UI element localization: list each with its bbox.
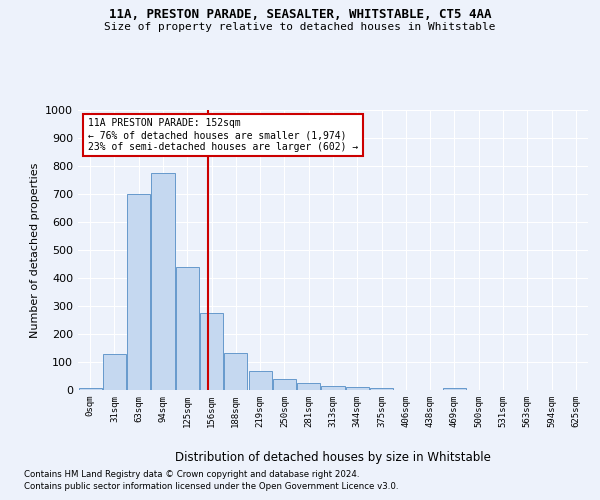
Bar <box>176 267 199 390</box>
Bar <box>248 371 272 390</box>
Y-axis label: Number of detached properties: Number of detached properties <box>29 162 40 338</box>
Bar <box>127 194 150 390</box>
Text: Contains HM Land Registry data © Crown copyright and database right 2024.: Contains HM Land Registry data © Crown c… <box>24 470 359 479</box>
Bar <box>224 353 247 390</box>
Bar <box>103 354 126 390</box>
Bar <box>370 388 393 390</box>
Text: Size of property relative to detached houses in Whitstable: Size of property relative to detached ho… <box>104 22 496 32</box>
Bar <box>297 382 320 390</box>
Bar <box>443 388 466 390</box>
Text: 11A PRESTON PARADE: 152sqm
← 76% of detached houses are smaller (1,974)
23% of s: 11A PRESTON PARADE: 152sqm ← 76% of deta… <box>88 118 358 152</box>
Text: Contains public sector information licensed under the Open Government Licence v3: Contains public sector information licen… <box>24 482 398 491</box>
Text: 11A, PRESTON PARADE, SEASALTER, WHITSTABLE, CT5 4AA: 11A, PRESTON PARADE, SEASALTER, WHITSTAB… <box>109 8 491 20</box>
Text: Distribution of detached houses by size in Whitstable: Distribution of detached houses by size … <box>175 451 491 464</box>
Bar <box>322 386 344 390</box>
Bar <box>346 387 369 390</box>
Bar <box>273 379 296 390</box>
Bar <box>200 313 223 390</box>
Bar <box>151 173 175 390</box>
Bar <box>79 388 101 390</box>
